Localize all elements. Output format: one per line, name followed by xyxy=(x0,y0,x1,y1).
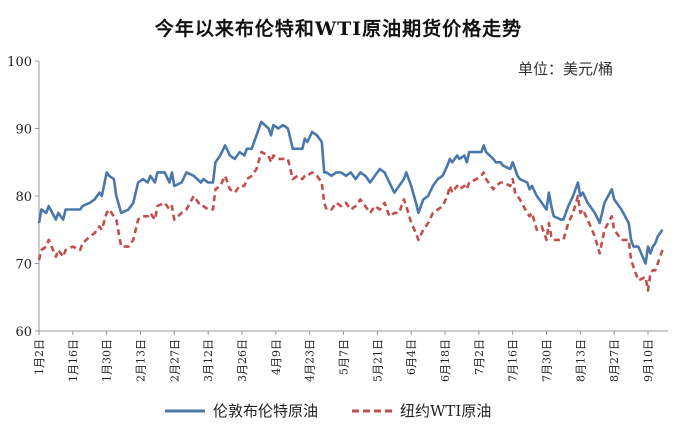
x-tick-label: 2月27日 xyxy=(168,339,181,382)
x-tick-label: 3月12日 xyxy=(202,339,215,382)
x-tick-label: 8月13日 xyxy=(574,339,587,382)
series-line-wti xyxy=(37,150,664,292)
x-tick-label: 1月16日 xyxy=(67,339,80,382)
x-tick-label: 4月23日 xyxy=(304,339,317,382)
x-tick-label: 7月30日 xyxy=(541,339,554,382)
legend-item-wti: 纽约WTI原油 xyxy=(352,400,491,421)
x-tick-label: 2月13日 xyxy=(135,339,148,382)
legend-swatch-dashed xyxy=(352,409,392,412)
y-tick-label: 60 xyxy=(15,325,32,340)
legend-item-brent: 伦敦布伦特原油 xyxy=(165,400,318,421)
x-tick-label: 5月21日 xyxy=(371,339,384,382)
legend-label: 纽约WTI原油 xyxy=(400,402,492,420)
unit-label: 单位：美元/桶 xyxy=(518,60,614,78)
x-tick-label: 7月16日 xyxy=(507,339,520,382)
x-tick-label: 5月7日 xyxy=(338,339,351,375)
x-tick-label: 1月2日 xyxy=(33,339,46,375)
x-tick-label: 6月4日 xyxy=(405,339,418,375)
x-tick-label: 7月2日 xyxy=(473,339,486,375)
y-tick-label: 70 xyxy=(15,258,32,273)
y-tick-label: 90 xyxy=(15,123,32,138)
x-tick-label: 8月27日 xyxy=(608,339,621,382)
y-tick-label: 100 xyxy=(7,55,32,70)
chart-title: 今年以来布伦特和WTI原油期货价格走势 xyxy=(154,18,523,40)
legend-swatch-solid xyxy=(165,409,205,412)
legend-label: 伦敦布伦特原油 xyxy=(213,402,319,420)
x-tick-label: 4月9日 xyxy=(270,339,283,375)
y-tick-label: 80 xyxy=(15,190,32,205)
x-tick-label: 1月30日 xyxy=(101,339,114,382)
x-tick-label: 6月18日 xyxy=(439,339,452,382)
x-tick-label: 3月26日 xyxy=(236,339,249,382)
series-line-brent xyxy=(37,120,664,265)
x-tick-label: 9月10日 xyxy=(642,339,655,382)
